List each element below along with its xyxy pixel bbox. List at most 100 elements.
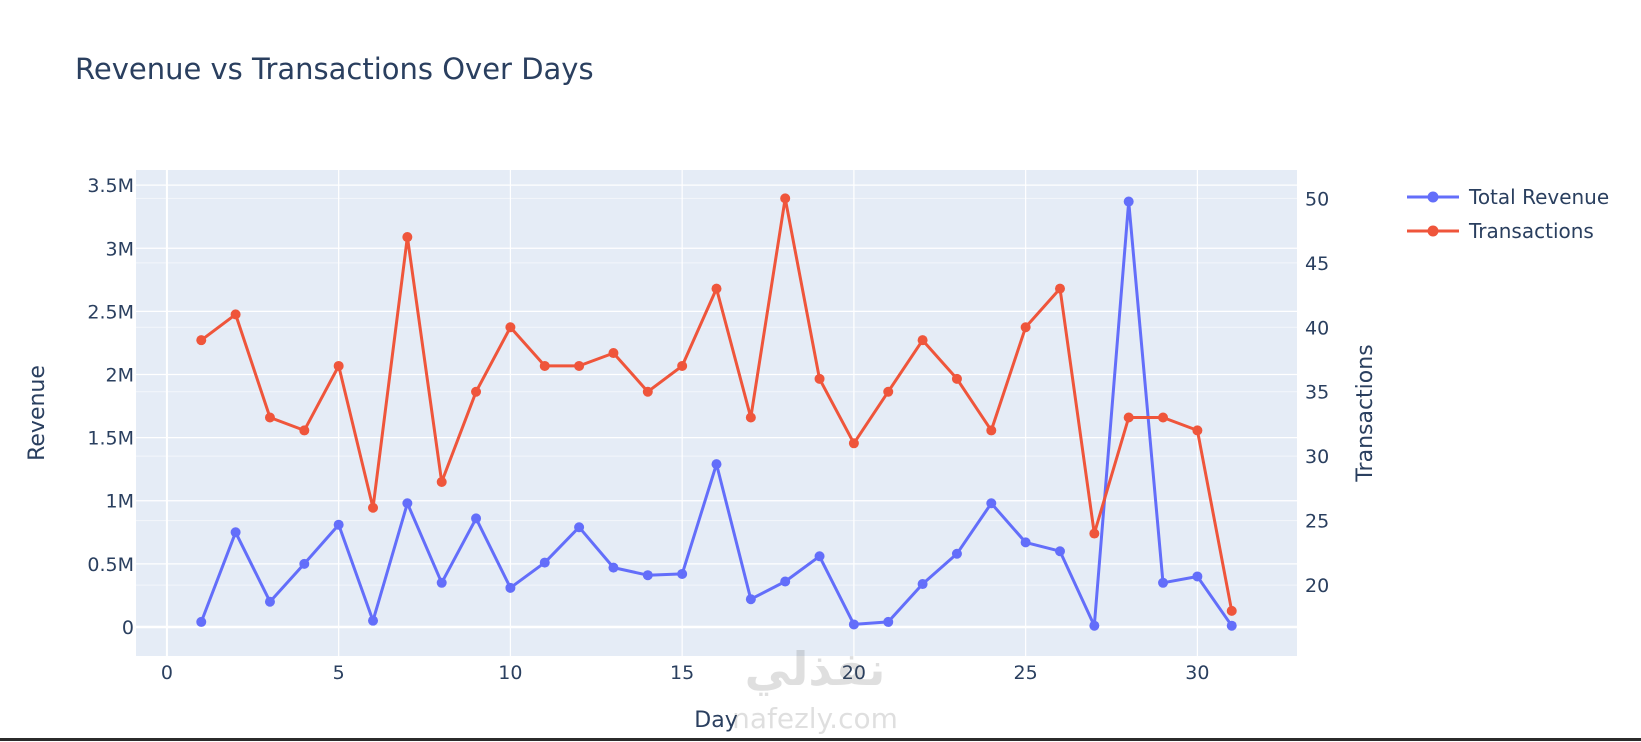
x-tick-label: 0	[161, 662, 173, 684]
svg-text:نفذلي: نفذلي	[745, 642, 886, 696]
total-revenue-point[interactable]	[196, 616, 207, 627]
transactions-point[interactable]	[505, 322, 516, 333]
total-revenue-point[interactable]	[539, 557, 550, 568]
total-revenue-point[interactable]	[436, 577, 447, 588]
y2-tick-label: 25	[1305, 511, 1329, 533]
x-tick-label: 15	[670, 662, 694, 684]
y2-tick-label: 35	[1305, 382, 1329, 404]
transactions-point[interactable]	[986, 425, 997, 436]
total-revenue-point[interactable]	[1226, 620, 1237, 631]
total-revenue-point[interactable]	[917, 579, 928, 590]
legend-marker	[1427, 191, 1439, 203]
y-tick-label: 2M	[106, 364, 134, 386]
total-revenue-point[interactable]	[951, 548, 962, 559]
total-revenue-point[interactable]	[1158, 577, 1169, 588]
watermark-logo: نفذلي nafezly.com	[732, 642, 898, 735]
transactions-point[interactable]	[745, 412, 756, 423]
y2-tick-label: 20	[1305, 575, 1329, 597]
total-revenue-point[interactable]	[264, 596, 275, 607]
total-revenue-point[interactable]	[1020, 537, 1031, 548]
total-revenue-point[interactable]	[642, 570, 653, 581]
legend-marker	[1427, 225, 1439, 237]
x-tick-label: 30	[1185, 662, 1209, 684]
transactions-point[interactable]	[368, 502, 379, 513]
bottom-divider	[0, 738, 1641, 741]
chart-title: Revenue vs Transactions Over Days	[75, 52, 594, 86]
legend[interactable]: Total Revenue Transactions	[1407, 185, 1609, 243]
total-revenue-point[interactable]	[471, 513, 482, 524]
transactions-point[interactable]	[1054, 283, 1065, 294]
y-tick-label: 3M	[106, 238, 134, 260]
legend-item-total-revenue[interactable]: Total Revenue	[1407, 185, 1609, 209]
x-axis-ticks: 0 5 10 15 20 25 30	[161, 662, 1210, 684]
transactions-point[interactable]	[642, 386, 653, 397]
x-tick-label: 20	[842, 662, 866, 684]
total-revenue-point[interactable]	[368, 615, 379, 626]
y-tick-label: 1M	[106, 491, 134, 513]
total-revenue-point[interactable]	[745, 594, 756, 605]
x-tick-label: 10	[498, 662, 522, 684]
transactions-point[interactable]	[917, 335, 928, 346]
transactions-point[interactable]	[299, 425, 310, 436]
y2-axis-label: Transactions	[1353, 344, 1378, 482]
y-tick-label: 2.5M	[87, 301, 134, 323]
transactions-point[interactable]	[333, 360, 344, 371]
total-revenue-point[interactable]	[505, 582, 516, 593]
total-revenue-point[interactable]	[986, 498, 997, 509]
transactions-point[interactable]	[848, 438, 859, 449]
x-axis-label: Day	[694, 708, 737, 733]
transactions-point[interactable]	[1226, 605, 1237, 616]
transactions-point[interactable]	[1123, 412, 1134, 423]
total-revenue-point[interactable]	[677, 568, 688, 579]
y-tick-label: 0.5M	[87, 554, 134, 576]
transactions-point[interactable]	[539, 360, 550, 371]
total-revenue-point[interactable]	[230, 527, 241, 538]
y2-tick-label: 30	[1305, 446, 1329, 468]
total-revenue-point[interactable]	[883, 616, 894, 627]
total-revenue-point[interactable]	[574, 522, 585, 533]
x-tick-label: 25	[1014, 662, 1038, 684]
transactions-point[interactable]	[711, 283, 722, 294]
transactions-point[interactable]	[780, 193, 791, 204]
total-revenue-point[interactable]	[333, 519, 344, 530]
y-tick-label: 3.5M	[87, 175, 134, 197]
total-revenue-point[interactable]	[1192, 571, 1203, 582]
transactions-point[interactable]	[608, 348, 619, 359]
transactions-point[interactable]	[264, 412, 275, 423]
total-revenue-point[interactable]	[1089, 620, 1100, 631]
transactions-point[interactable]	[574, 360, 585, 371]
transactions-point[interactable]	[471, 386, 482, 397]
y2-tick-label: 40	[1305, 317, 1329, 339]
svg-text:nafezly.com: nafezly.com	[732, 702, 898, 735]
y-tick-label: 1.5M	[87, 428, 134, 450]
total-revenue-point[interactable]	[299, 558, 310, 569]
transactions-point[interactable]	[883, 386, 894, 397]
total-revenue-point[interactable]	[402, 498, 413, 509]
transactions-point[interactable]	[1020, 322, 1031, 333]
y-tick-label: 0	[122, 617, 134, 639]
transactions-point[interactable]	[402, 232, 413, 243]
transactions-point[interactable]	[196, 335, 207, 346]
total-revenue-point[interactable]	[780, 576, 791, 587]
y-axis-label: Revenue	[25, 365, 50, 461]
series-layer	[196, 193, 1237, 631]
transactions-point[interactable]	[436, 476, 447, 487]
y2-axis-ticks: 20 25 30 35 40 45 50	[1305, 188, 1329, 597]
transactions-point[interactable]	[1192, 425, 1203, 436]
transactions-point[interactable]	[230, 309, 241, 320]
total-revenue-point[interactable]	[1054, 546, 1065, 557]
transactions-point[interactable]	[951, 373, 962, 384]
y-axis-ticks: 0 0.5M 1M 1.5M 2M 2.5M 3M 3.5M	[87, 175, 134, 639]
total-revenue-point[interactable]	[711, 459, 722, 470]
transactions-point[interactable]	[814, 373, 825, 384]
transactions-point[interactable]	[677, 360, 688, 371]
total-revenue-point[interactable]	[608, 562, 619, 573]
transactions-point[interactable]	[1158, 412, 1169, 423]
total-revenue-point[interactable]	[1123, 196, 1134, 207]
total-revenue-point[interactable]	[848, 619, 859, 630]
total-revenue-point[interactable]	[814, 551, 825, 562]
transactions-point[interactable]	[1089, 528, 1100, 539]
legend-item-transactions[interactable]: Transactions	[1407, 219, 1594, 243]
minor-grid	[136, 197, 1297, 586]
x-tick-label: 5	[333, 662, 345, 684]
